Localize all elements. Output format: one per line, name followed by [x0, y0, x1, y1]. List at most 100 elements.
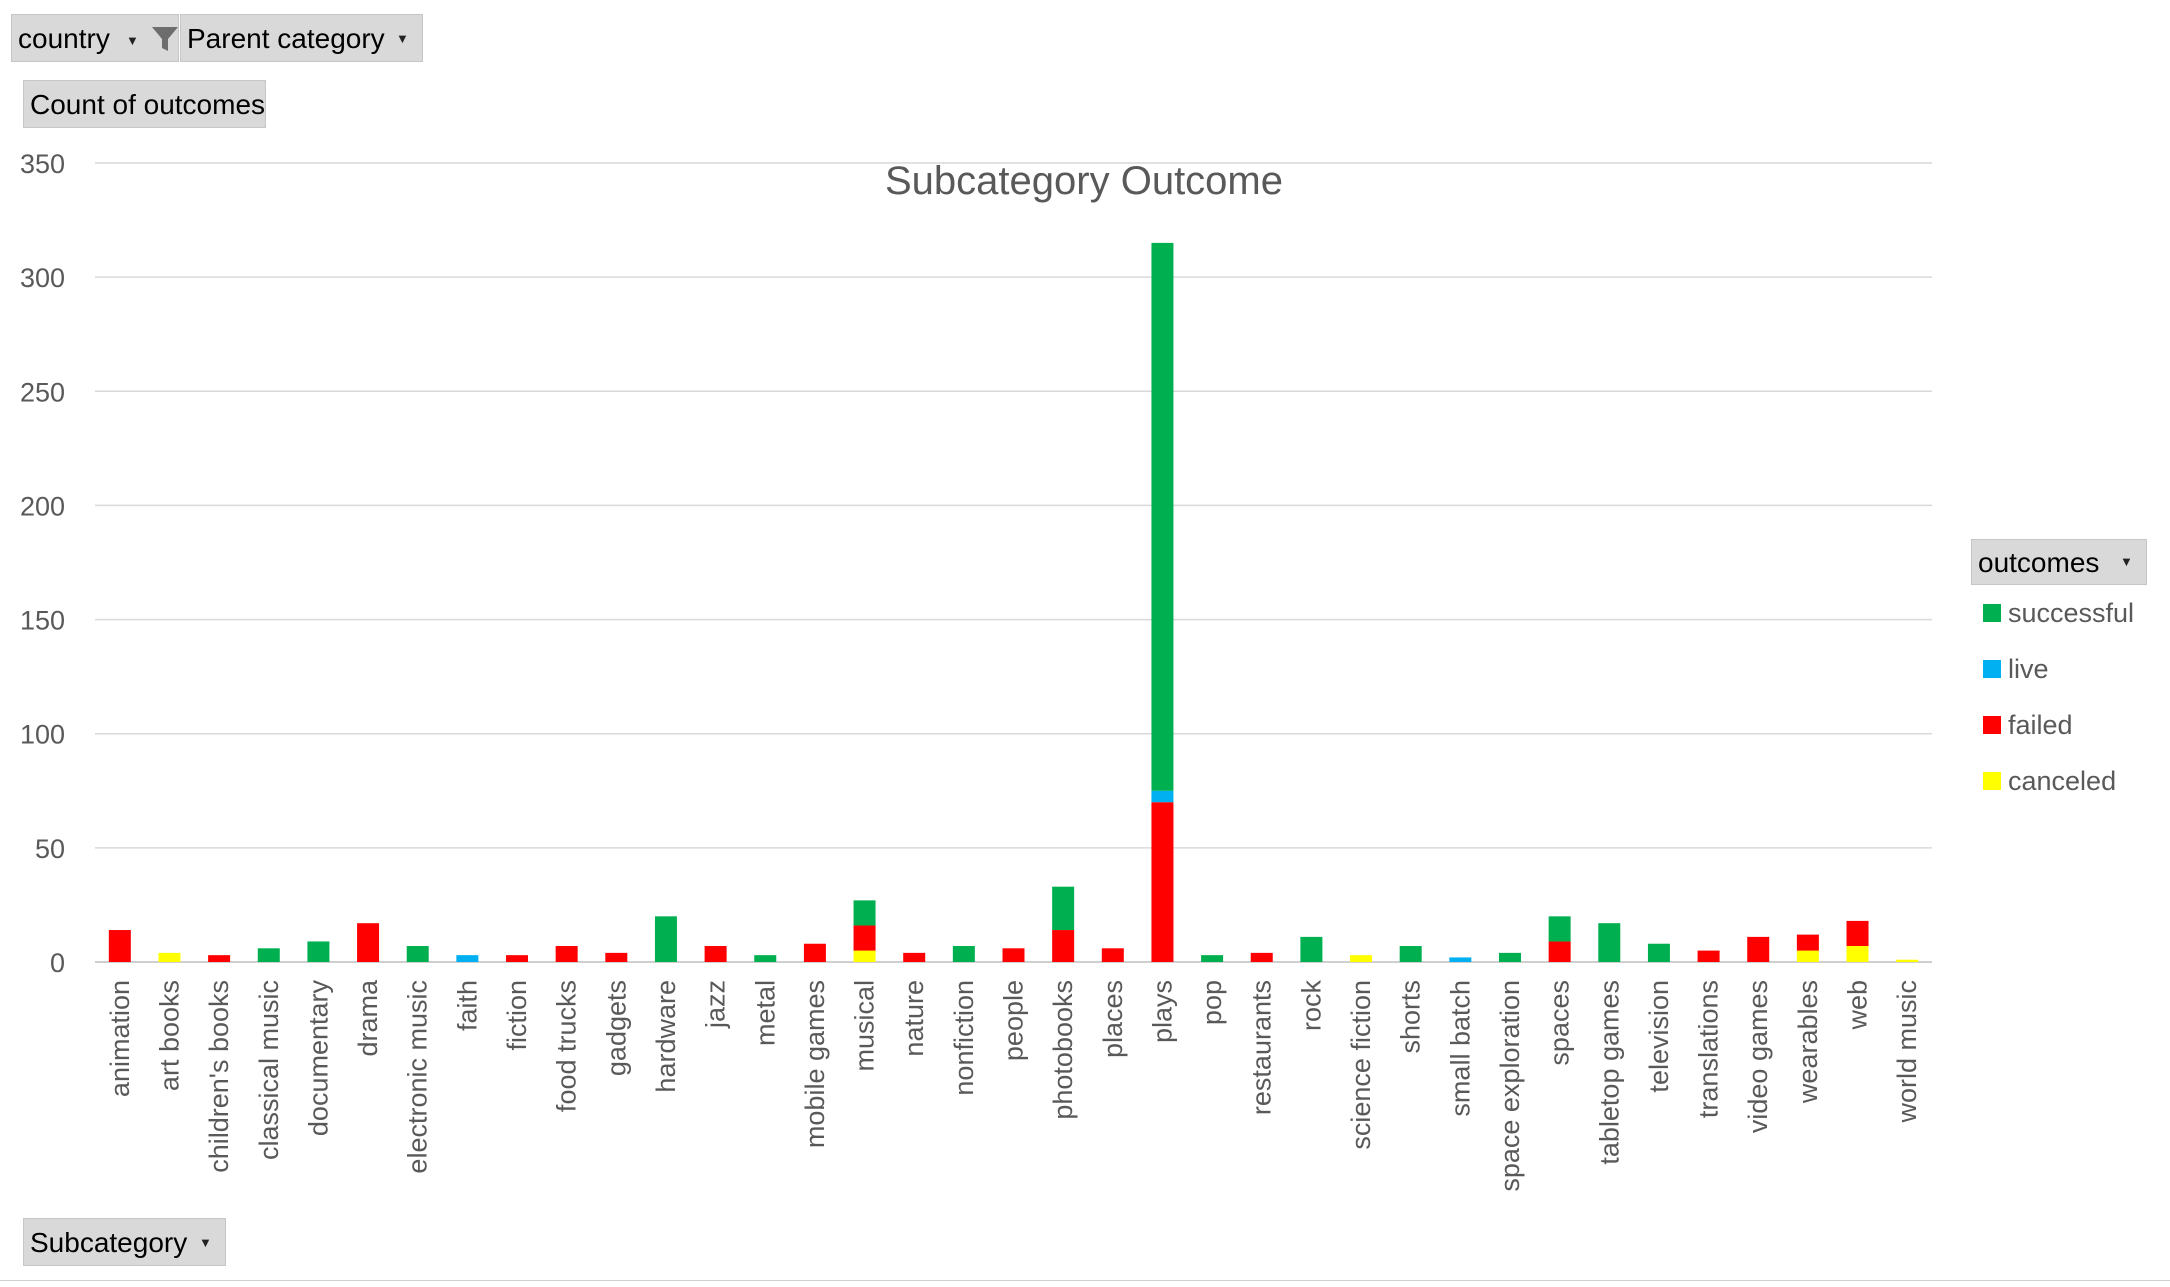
subcategory-field-button[interactable]: Subcategory ▼: [23, 1218, 226, 1266]
x-tick-label: video games: [1743, 980, 1773, 1133]
bar-failed[interactable]: [704, 946, 727, 962]
bar-failed[interactable]: [853, 925, 876, 951]
bar-successful[interactable]: [1201, 955, 1224, 962]
subcategory-field-label: Subcategory: [30, 1227, 188, 1258]
bar-successful[interactable]: [1151, 242, 1174, 791]
bar-live[interactable]: [1449, 957, 1472, 962]
x-tick-label: children's books: [204, 980, 234, 1173]
parent-category-filter-label: Parent category: [187, 23, 385, 54]
funnel-filter-icon: [152, 27, 178, 51]
bar-canceled[interactable]: [1846, 946, 1869, 962]
x-tick-label: jazz: [701, 980, 731, 1029]
bar-failed[interactable]: [357, 923, 380, 962]
bar-successful[interactable]: [1498, 952, 1521, 962]
x-tick-label: people: [999, 980, 1029, 1061]
bar-failed[interactable]: [1052, 930, 1075, 962]
bar-failed[interactable]: [1747, 936, 1770, 962]
dropdown-arrow-icon: ▼: [199, 1235, 212, 1250]
chart-title: Subcategory Outcome: [885, 159, 1283, 203]
outcomes-legend-field-button[interactable]: outcomes ▼: [1971, 539, 2147, 585]
x-tick-label: small batch: [1445, 980, 1475, 1117]
bar-successful[interactable]: [754, 955, 777, 962]
legend-swatch-canceled: [1983, 772, 2001, 790]
dropdown-arrow-icon: ▼: [126, 33, 139, 48]
x-tick-label: metal: [750, 980, 780, 1046]
x-tick-label: photobooks: [1048, 980, 1078, 1120]
bar-failed[interactable]: [506, 955, 529, 962]
bar-failed[interactable]: [903, 952, 926, 962]
x-tick-label: drama: [353, 979, 383, 1057]
x-tick-label: nonfiction: [949, 980, 979, 1096]
y-tick-label: 150: [20, 606, 65, 636]
bar-successful[interactable]: [1548, 916, 1571, 942]
bar-failed[interactable]: [1002, 948, 1025, 962]
bar-failed[interactable]: [1846, 920, 1869, 947]
x-tick-label: space exploration: [1495, 980, 1525, 1192]
legend-label-successful: successful: [2008, 598, 2135, 628]
y-tick-label: 350: [20, 149, 65, 179]
bar-failed[interactable]: [1796, 934, 1819, 951]
x-tick-label: places: [1098, 980, 1128, 1058]
bar-failed[interactable]: [1697, 950, 1720, 962]
x-tick-label: television: [1644, 980, 1674, 1093]
x-tick-label: spaces: [1545, 980, 1575, 1066]
bar-failed[interactable]: [1548, 941, 1571, 962]
x-tick-label: animation: [105, 980, 135, 1097]
bar-successful[interactable]: [952, 946, 975, 962]
y-tick-label: 250: [20, 377, 65, 407]
legend-swatch-live: [1983, 660, 2001, 678]
bar-failed[interactable]: [1151, 802, 1174, 962]
bar-successful[interactable]: [307, 941, 330, 962]
bar-failed[interactable]: [208, 955, 231, 962]
bar-canceled[interactable]: [1796, 950, 1819, 962]
bar-live[interactable]: [456, 955, 479, 962]
x-tick-label: electronic music: [403, 980, 433, 1174]
x-tick-label: restaurants: [1247, 980, 1277, 1115]
country-filter-label: country: [18, 23, 110, 54]
bar-successful[interactable]: [654, 916, 677, 962]
bar-live[interactable]: [1151, 790, 1174, 803]
bar-failed[interactable]: [803, 943, 826, 962]
bar-canceled[interactable]: [853, 950, 876, 962]
legend-label-live: live: [2008, 654, 2049, 684]
bar-failed[interactable]: [605, 952, 628, 962]
dropdown-arrow-icon: ▼: [2120, 554, 2133, 569]
legend-swatch-successful: [1983, 604, 2001, 622]
x-tick-label: rock: [1296, 980, 1326, 1032]
x-tick-label: musical: [850, 980, 880, 1072]
y-tick-label: 200: [20, 491, 65, 521]
bar-successful[interactable]: [257, 948, 280, 962]
bar-successful[interactable]: [1647, 943, 1670, 962]
x-tick-label: classical music: [254, 980, 284, 1160]
bar-failed[interactable]: [1250, 952, 1273, 962]
parent-category-filter-button[interactable]: Parent category ▼: [180, 14, 423, 62]
x-tick-label: documentary: [303, 980, 333, 1137]
bar-failed[interactable]: [555, 946, 578, 962]
bar-failed[interactable]: [108, 930, 131, 962]
country-filter-button[interactable]: country ▼: [11, 14, 179, 62]
x-tick-label: fiction: [502, 980, 532, 1051]
bar-successful[interactable]: [406, 946, 429, 962]
bar-successful[interactable]: [1300, 936, 1323, 962]
bar-successful[interactable]: [1598, 923, 1621, 962]
x-tick-label: tabletop games: [1594, 980, 1624, 1165]
bar-canceled[interactable]: [158, 952, 181, 962]
dropdown-arrow-icon: ▼: [396, 31, 409, 46]
x-tick-label: shorts: [1396, 980, 1426, 1054]
legend-swatch-failed: [1983, 716, 2001, 734]
bar-canceled[interactable]: [1350, 955, 1373, 962]
bar-canceled[interactable]: [1896, 959, 1919, 962]
bar-successful[interactable]: [853, 900, 876, 926]
x-tick-label: gadgets: [601, 980, 631, 1076]
values-field-button[interactable]: Count of outcomes: [23, 80, 266, 128]
bar-failed[interactable]: [1101, 948, 1124, 962]
x-tick-label: wearables: [1793, 980, 1823, 1104]
y-axis-tick-labels: 0 50 100 150 200 250 300 350: [20, 149, 65, 978]
x-tick-label: web: [1843, 980, 1873, 1031]
x-tick-label: nature: [899, 980, 929, 1057]
bar-successful[interactable]: [1052, 886, 1075, 931]
x-tick-label: hardware: [651, 980, 681, 1093]
bar-successful[interactable]: [1399, 946, 1422, 962]
